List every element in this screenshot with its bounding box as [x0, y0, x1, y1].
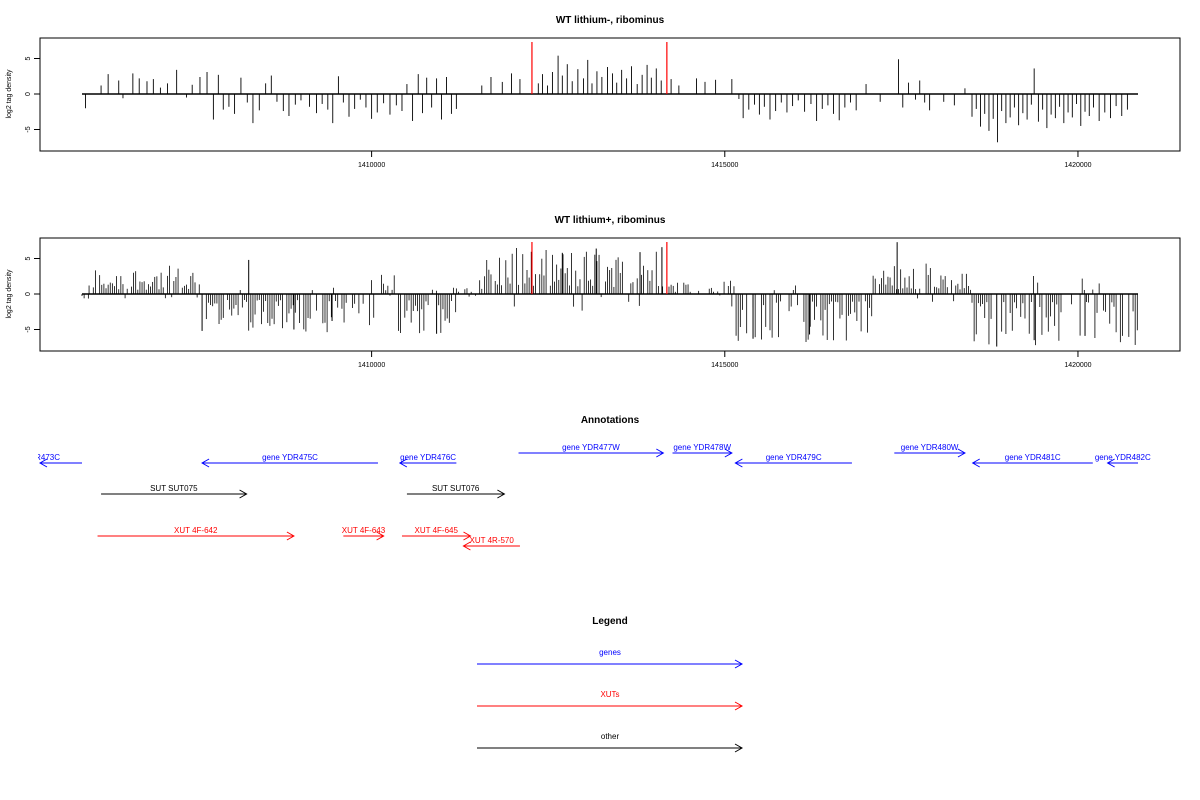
legend-label: XUTs — [600, 690, 619, 699]
feature-label: gene YDR482C — [1095, 453, 1151, 462]
feature-label: SUT SUT075 — [150, 484, 198, 493]
feature-label: XUT 4F-643 — [342, 526, 386, 535]
annotation-feature: gene YDR481C — [971, 453, 1093, 468]
track-panel-lithium-plus: WT lithium+, ribominus log2 tag density … — [6, 215, 1181, 369]
annotations-panel: Annotations gene YDR473C gene YDR475C gene… — [4, 415, 1151, 551]
x-tick-label: 1420000 — [1064, 362, 1091, 369]
arrowhead — [376, 531, 385, 541]
y-tick-label: 5 — [25, 56, 32, 60]
x-tick-label: 1415000 — [711, 362, 738, 369]
annotation-feature: gene YDR473C — [4, 453, 82, 468]
legend-item-other: other — [477, 732, 744, 753]
arrowhead — [286, 531, 295, 541]
legend-label: genes — [599, 648, 621, 657]
arrowhead — [734, 659, 744, 669]
legend-item-genes: genes — [477, 648, 744, 669]
arrowhead — [724, 448, 733, 458]
annotations-title: Annotations — [581, 415, 640, 426]
y-tick-label: 0 — [25, 292, 32, 296]
y-axis-lithium-plus: -5 0 5 — [25, 256, 41, 333]
feature-label: gene YDR479C — [766, 453, 822, 462]
legend-label: other — [601, 732, 620, 741]
x-tick-label: 1410000 — [358, 162, 385, 169]
annotation-feature: gene YDR480W — [894, 443, 966, 458]
feature-label: XUT 4F-645 — [415, 526, 459, 535]
tag-density-bars-lithium-plus — [81, 242, 1138, 347]
arrowhead — [497, 489, 506, 499]
feature-label: gene YDR475C — [262, 453, 318, 462]
x-tick-label: 1410000 — [358, 362, 385, 369]
annotation-feature: gene YDR482C — [1095, 453, 1151, 468]
legend-title: Legend — [592, 616, 628, 627]
annotation-feature: gene YDR475C — [201, 453, 378, 468]
annotation-feature: SUT SUT076 — [406, 484, 506, 499]
y-tick-label: -5 — [25, 126, 32, 132]
arrowhead — [971, 458, 980, 468]
feature-label: gene YDR478W — [673, 443, 731, 452]
feature-label: SUT SUT076 — [432, 484, 480, 493]
annotation-features: gene YDR473C gene YDR475C gene YDR476C gene… — [4, 443, 1151, 551]
annotation-feature: XUT 4R-570 — [462, 536, 520, 551]
x-tick-label: 1415000 — [711, 162, 738, 169]
x-axis-lithium-minus: 1410000 1415000 1420000 — [358, 150, 1092, 169]
x-tick-label: 1420000 — [1064, 162, 1091, 169]
arrowhead — [734, 743, 744, 753]
annotation-feature: gene YDR478W — [672, 443, 733, 458]
feature-label: XUT 4F-642 — [174, 526, 218, 535]
feature-label: gene YDR477W — [562, 443, 620, 452]
annotation-feature: gene YDR477W — [518, 443, 665, 458]
arrowhead — [201, 458, 210, 468]
legend-items: genes XUTs other — [477, 648, 744, 753]
marker-lines-lithium-plus — [531, 242, 668, 294]
arrowhead — [656, 448, 665, 458]
arrowhead — [734, 701, 744, 711]
y-axis-label-lithium-plus: log2 tag density — [6, 269, 13, 319]
marker-lines-lithium-minus — [531, 42, 668, 94]
arrowhead — [239, 489, 248, 499]
arrowhead — [38, 458, 48, 468]
y-tick-label: 5 — [25, 256, 32, 260]
legend-panel: Legend genes XUTs other — [477, 616, 744, 753]
feature-label: gene YDR481C — [1005, 453, 1061, 462]
arrowhead — [462, 541, 471, 551]
y-tick-label: -5 — [25, 326, 32, 332]
track-title-lithium-plus: WT lithium+, ribominus — [555, 215, 666, 226]
track-title-lithium-minus: WT lithium-, ribominus — [556, 15, 665, 26]
feature-label: XUT 4R-570 — [470, 536, 515, 545]
tag-density-bars-lithium-minus — [82, 55, 1138, 143]
annotation-feature: gene YDR479C — [734, 453, 852, 468]
feature-label: gene YDR473C — [4, 453, 60, 462]
arrowhead — [957, 448, 966, 458]
legend-item-xuts: XUTs — [477, 690, 744, 711]
x-axis-lithium-plus: 1410000 1415000 1420000 — [358, 350, 1092, 369]
arrowhead — [734, 458, 743, 468]
annotation-feature: XUT 4F-645 — [401, 526, 472, 541]
y-tick-label: 0 — [25, 92, 32, 96]
annotation-feature: gene YDR476C — [398, 453, 457, 468]
feature-label: gene YDR480W — [901, 443, 959, 452]
y-axis-lithium-minus: -5 0 5 — [25, 56, 41, 133]
annotation-feature: SUT SUT075 — [101, 484, 248, 499]
arrowhead — [463, 531, 472, 541]
y-axis-label-lithium-minus: log2 tag density — [6, 69, 13, 119]
annotation-feature: XUT 4F-642 — [97, 526, 295, 541]
annotation-feature: XUT 4F-643 — [342, 526, 386, 541]
arrowhead — [1106, 458, 1115, 468]
feature-label: gene YDR476C — [400, 453, 456, 462]
arrowhead — [398, 458, 408, 468]
track-panel-lithium-minus: WT lithium-, ribominus log2 tag density … — [6, 15, 1181, 169]
